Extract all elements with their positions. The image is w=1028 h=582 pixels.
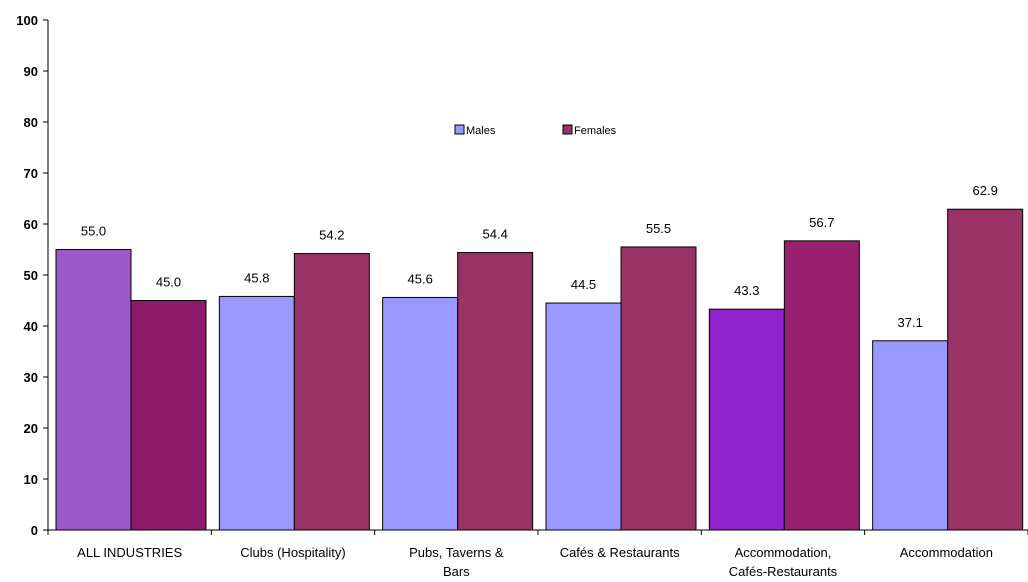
data-label: 44.5: [571, 277, 596, 292]
data-label: 55.0: [81, 224, 106, 239]
y-tick-label: 70: [24, 166, 38, 181]
bar-males-2: [382, 296, 459, 531]
legend-swatch-males: [454, 124, 465, 135]
bar-females-0: [130, 300, 207, 531]
data-label: 56.7: [809, 215, 834, 230]
y-tick-label: 20: [24, 421, 38, 436]
bars: [55, 208, 1024, 531]
x-tick-label: Accommodation: [900, 545, 993, 560]
bar-females-3: [620, 246, 697, 531]
x-tick-label: Bars: [443, 564, 470, 579]
bar-females-1: [293, 253, 370, 531]
bar-males-4: [708, 308, 785, 531]
bar-males-1: [218, 295, 295, 531]
data-label: 45.6: [408, 271, 433, 286]
x-tick-label: Cafés & Restaurants: [560, 545, 680, 560]
data-label: 45.8: [244, 270, 269, 285]
y-tick-label: 50: [24, 268, 38, 283]
data-labels: 55.0 45.0 45.8 54.2 45.6 54.4 44.5 55.5 43.3 56.7…: [81, 183, 998, 330]
x-axis: [47, 529, 1028, 535]
y-tick-label: 0: [31, 523, 38, 538]
x-tick-label: Pubs, Taverns &: [409, 545, 504, 560]
y-tick-label: 80: [24, 115, 38, 130]
bar-females-2: [457, 252, 534, 531]
bar-males-3: [545, 302, 622, 531]
bar-females-4: [783, 240, 860, 531]
x-tick-label: Cafés-Restaurants: [729, 564, 838, 579]
bar-males-5: [872, 340, 949, 531]
data-label: 54.2: [319, 228, 344, 243]
bar-males-0: [55, 249, 132, 531]
legend: Males Females: [454, 124, 617, 137]
legend-label-females: Females: [574, 125, 617, 137]
y-axis: 0 10 20 30 40 50 60 70 80 90 100: [16, 13, 49, 538]
data-label: 54.4: [483, 227, 508, 242]
x-tick-label: ALL INDUSTRIES: [77, 545, 182, 560]
data-label: 62.9: [973, 183, 998, 198]
bar-females-5: [947, 208, 1024, 531]
y-tick-label: 60: [24, 217, 38, 232]
y-tick-label: 100: [16, 13, 38, 28]
data-label: 45.0: [156, 275, 181, 290]
y-tick-label: 40: [24, 319, 38, 334]
y-tick-label: 10: [24, 472, 38, 487]
data-label: 37.1: [898, 315, 923, 330]
legend-swatch-females: [562, 124, 573, 135]
y-tick-label: 30: [24, 370, 38, 385]
x-tick-label: Clubs (Hospitality): [240, 545, 345, 560]
legend-label-males: Males: [466, 125, 496, 137]
data-label: 55.5: [646, 221, 671, 236]
data-label: 43.3: [734, 283, 759, 298]
x-tick-label: Accommodation,: [735, 545, 832, 560]
y-tick-label: 90: [24, 64, 38, 79]
x-tick-labels: ALL INDUSTRIES Clubs (Hospitality) Pubs, T…: [77, 545, 993, 579]
